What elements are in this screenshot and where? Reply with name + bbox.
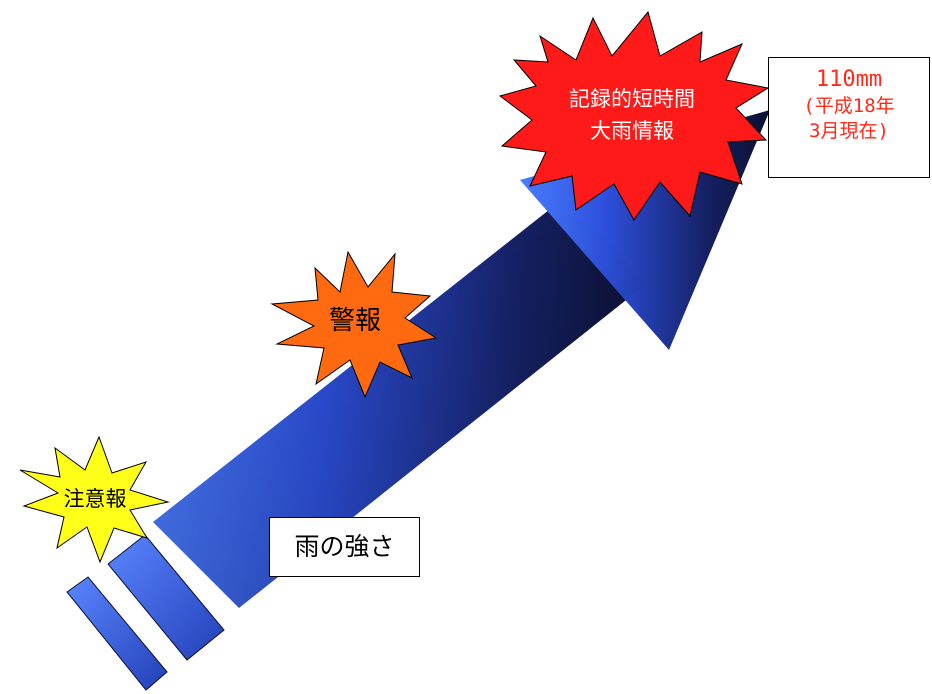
warning-label: 警報 bbox=[329, 306, 381, 336]
advisory-label: 注意報 bbox=[64, 487, 127, 511]
record-value-box: 110mm (平成18年 3月現在) bbox=[768, 57, 930, 178]
warning-burst: 警報 bbox=[270, 250, 438, 399]
warning-burst-shape bbox=[270, 250, 438, 399]
advisory-burst: 注意報 bbox=[19, 435, 170, 564]
arrow-tail-segment-2 bbox=[107, 534, 225, 661]
record-note-line1: (平成18年 bbox=[803, 95, 895, 117]
record-burst-shape bbox=[498, 10, 770, 221]
record-label-line1: 記録的短時間 bbox=[569, 87, 695, 111]
record-note-line2: 3月現在) bbox=[809, 120, 889, 142]
record-label-line2: 大雨情報 bbox=[590, 119, 674, 143]
record-burst: 記録的短時間 大雨情報 bbox=[498, 10, 770, 221]
arrow-tail-segment-1 bbox=[66, 576, 168, 691]
rain-intensity-label: 雨の強さ bbox=[269, 517, 420, 577]
record-value: 110mm bbox=[815, 67, 883, 92]
advisory-burst-shape bbox=[19, 435, 170, 564]
